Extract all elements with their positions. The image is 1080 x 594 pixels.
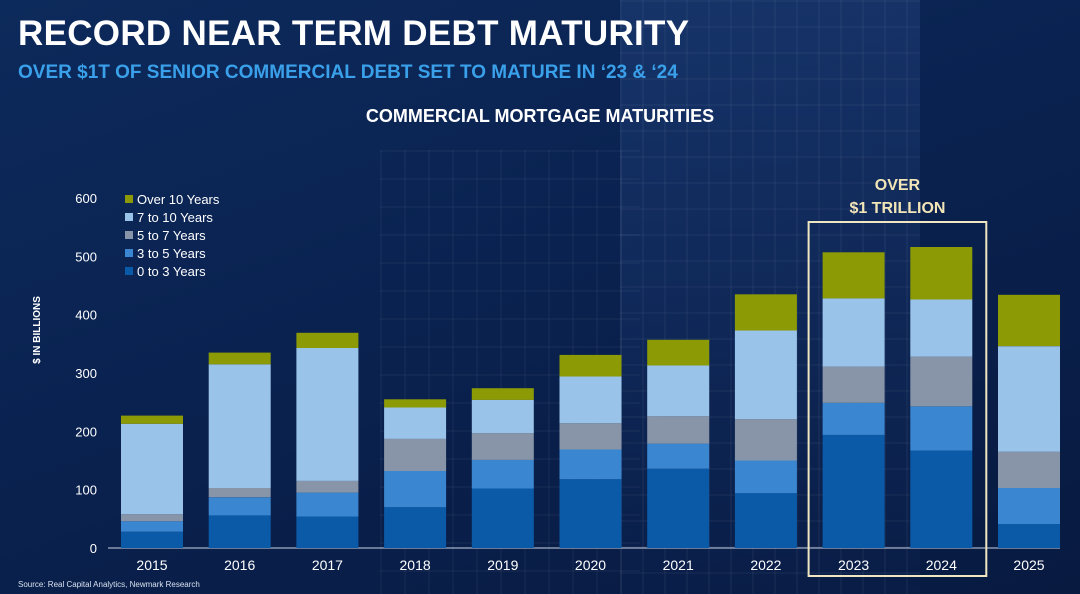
bar-segment xyxy=(296,480,359,493)
bar-segment xyxy=(647,468,710,548)
bar-segment xyxy=(647,443,710,469)
bar-segment xyxy=(384,471,447,508)
bar-segment xyxy=(121,514,183,522)
bar-segment xyxy=(471,399,534,434)
bar-segment xyxy=(822,434,885,548)
bar-segment xyxy=(208,487,271,498)
callout-label: OVER xyxy=(875,177,921,194)
bar-segment xyxy=(910,247,973,300)
bar-segment xyxy=(647,416,710,444)
bar-segment xyxy=(208,515,271,548)
callout-label: $1 TRILLION xyxy=(849,200,945,217)
y-tick-label: 600 xyxy=(75,191,97,206)
bar-segment xyxy=(296,516,359,548)
x-tick-label: 2023 xyxy=(838,557,869,573)
bar-segment xyxy=(296,347,359,481)
legend-swatch xyxy=(125,249,133,257)
bar-segment xyxy=(822,366,885,403)
legend-swatch xyxy=(125,231,133,239)
bar-segment xyxy=(998,346,1060,452)
x-tick-label: 2015 xyxy=(136,557,167,573)
legend-swatch xyxy=(125,213,133,221)
bar-segment xyxy=(910,299,973,357)
legend-swatch xyxy=(125,267,133,275)
y-tick-label: 200 xyxy=(75,424,97,439)
bar-segment xyxy=(559,449,622,480)
bar-segment xyxy=(121,423,183,515)
bar-segment xyxy=(998,524,1060,548)
x-tick-label: 2017 xyxy=(312,557,343,573)
bar-segment xyxy=(734,460,797,494)
bar-segment xyxy=(471,433,534,460)
bar-segment xyxy=(471,388,534,400)
x-tick-label: 2024 xyxy=(926,557,957,573)
bar-segment xyxy=(384,407,447,439)
x-tick-label: 2020 xyxy=(575,557,606,573)
legend-swatch xyxy=(125,195,133,203)
bar-segment xyxy=(647,365,710,417)
y-tick-label: 100 xyxy=(75,483,97,498)
bar-segment xyxy=(998,294,1060,347)
bar-segment xyxy=(647,339,710,366)
y-tick-label: 400 xyxy=(75,308,97,323)
bar-segment xyxy=(384,438,447,471)
bar-segment xyxy=(471,488,534,548)
page-title: RECORD NEAR TERM DEBT MATURITY xyxy=(18,14,690,53)
bar-segment xyxy=(296,492,359,517)
bar-segment xyxy=(121,521,183,532)
legend-label: 7 to 10 Years xyxy=(137,210,213,225)
bar-segment xyxy=(384,399,447,408)
page-subtitle: OVER $1T OF SENIOR COMMERCIAL DEBT SET T… xyxy=(18,62,678,83)
y-axis-label: $ IN BILLIONS xyxy=(32,296,43,364)
x-tick-label: 2022 xyxy=(750,557,781,573)
legend-label: Over 10 Years xyxy=(137,192,220,207)
bar-segment xyxy=(208,364,271,488)
bar-segment xyxy=(734,294,797,331)
bar-segment xyxy=(559,423,622,450)
bar-segment xyxy=(998,487,1060,525)
bar-segment xyxy=(559,376,622,424)
y-tick-label: 0 xyxy=(90,541,97,556)
bar-segment xyxy=(998,451,1060,488)
bar-segment xyxy=(910,450,973,548)
x-tick-label: 2016 xyxy=(224,557,255,573)
y-tick-label: 300 xyxy=(75,366,97,381)
source-note: Source: Real Capital Analytics, Newmark … xyxy=(18,580,200,589)
bar-segment xyxy=(822,402,885,435)
x-tick-label: 2021 xyxy=(663,557,694,573)
bar-segment xyxy=(384,507,447,548)
x-tick-label: 2019 xyxy=(487,557,518,573)
x-tick-label: 2018 xyxy=(400,557,431,573)
bar-segment xyxy=(208,497,271,516)
bar-segment xyxy=(822,298,885,367)
bar-segment xyxy=(296,332,359,348)
legend-label: 3 to 5 Years xyxy=(137,246,206,261)
x-tick-label: 2025 xyxy=(1013,557,1044,573)
bar-segment xyxy=(471,459,534,489)
bar-segment xyxy=(734,419,797,461)
highlight-box xyxy=(807,221,988,577)
bar-segment xyxy=(822,252,885,299)
bar-segment xyxy=(121,531,183,548)
chart-title: COMMERCIAL MORTGAGE MATURITIES xyxy=(365,106,715,126)
bar-segment xyxy=(734,493,797,548)
bar-segment xyxy=(734,330,797,420)
y-tick-label: 500 xyxy=(75,249,97,264)
legend-label: 0 to 3 Years xyxy=(137,264,206,279)
legend-label: 5 to 7 Years xyxy=(137,228,206,243)
bar-segment xyxy=(559,479,622,548)
bar-segment xyxy=(910,356,973,407)
bar-segment xyxy=(208,352,271,365)
bar-segment xyxy=(559,354,622,377)
bar-segment xyxy=(910,406,973,451)
bar-segment xyxy=(121,415,183,424)
